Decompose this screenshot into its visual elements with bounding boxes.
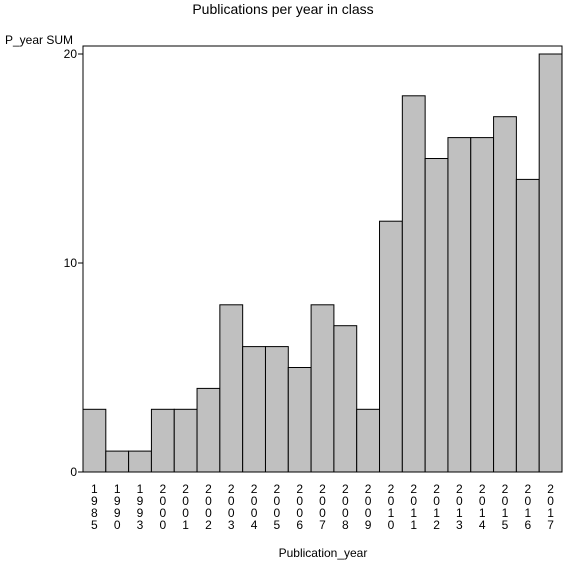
- bar-2012: [424, 158, 449, 473]
- bar-2014: [470, 137, 495, 473]
- bar-2016: [515, 178, 540, 473]
- chart-title: Publications per year in class: [192, 1, 373, 17]
- bar-2001: [173, 408, 198, 473]
- bar-2003: [219, 304, 244, 473]
- y-tick-label: 20: [64, 47, 78, 61]
- bar-2006: [287, 367, 312, 473]
- y-tick-label: 10: [64, 256, 78, 270]
- bar-2008: [333, 325, 358, 473]
- bar-2005: [264, 346, 289, 473]
- bar-2000: [150, 408, 175, 473]
- bar-2002: [196, 387, 221, 473]
- bar-2007: [310, 304, 335, 473]
- bar-2017: [538, 53, 563, 473]
- bar-1990: [105, 450, 130, 473]
- y-tick-label: 0: [70, 465, 77, 479]
- bar-2004: [242, 346, 266, 473]
- bar-2013: [447, 137, 472, 473]
- bar-2015: [493, 116, 517, 473]
- y-axis-label: P_year SUM: [5, 33, 73, 47]
- bar-1985: [82, 408, 107, 473]
- bar-2010: [379, 220, 403, 473]
- plot-area: 0 10 20 1 9 8 5 1 9 9 0 1 9 9 3 2 0 0 0 2 0 0 1 2 0 0 2 2 0 0 3 2 0 0 4 2 0 0…: [64, 45, 563, 532]
- x-axis-label: Publication_year: [279, 546, 368, 560]
- bar-2009: [356, 408, 381, 473]
- bar-2011: [401, 95, 426, 473]
- bar-1993: [128, 450, 152, 473]
